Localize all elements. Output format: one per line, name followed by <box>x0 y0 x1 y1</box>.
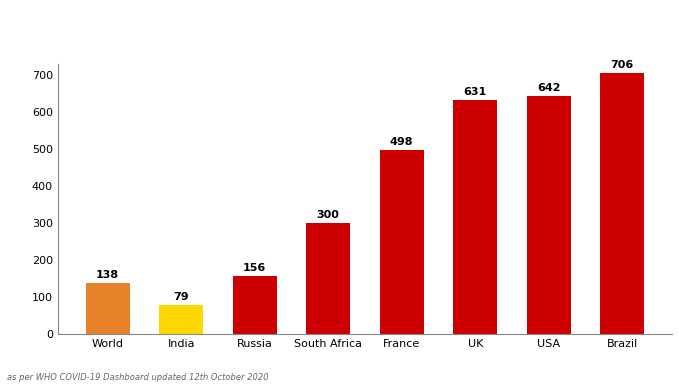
Bar <box>600 73 644 334</box>
Text: as per WHO COVID-19 Dashboard updated 12th October 2020: as per WHO COVID-19 Dashboard updated 12… <box>7 373 268 382</box>
Text: 138: 138 <box>96 270 120 280</box>
Bar <box>453 100 497 334</box>
Bar <box>233 276 277 334</box>
Bar <box>86 283 130 334</box>
Bar <box>159 305 203 334</box>
Text: 498: 498 <box>390 137 414 147</box>
Text: 706: 706 <box>610 59 634 69</box>
Text: 631: 631 <box>464 87 487 97</box>
Bar <box>527 96 571 334</box>
Text: 300: 300 <box>317 210 340 220</box>
Bar <box>306 223 350 334</box>
Text: 79: 79 <box>173 292 189 302</box>
Text: Deaths per Million Population - Amongst the Lowest in the World: Deaths per Million Population - Amongst … <box>20 17 659 35</box>
Text: 156: 156 <box>243 263 266 273</box>
Bar <box>380 149 424 334</box>
Text: 642: 642 <box>537 83 560 93</box>
